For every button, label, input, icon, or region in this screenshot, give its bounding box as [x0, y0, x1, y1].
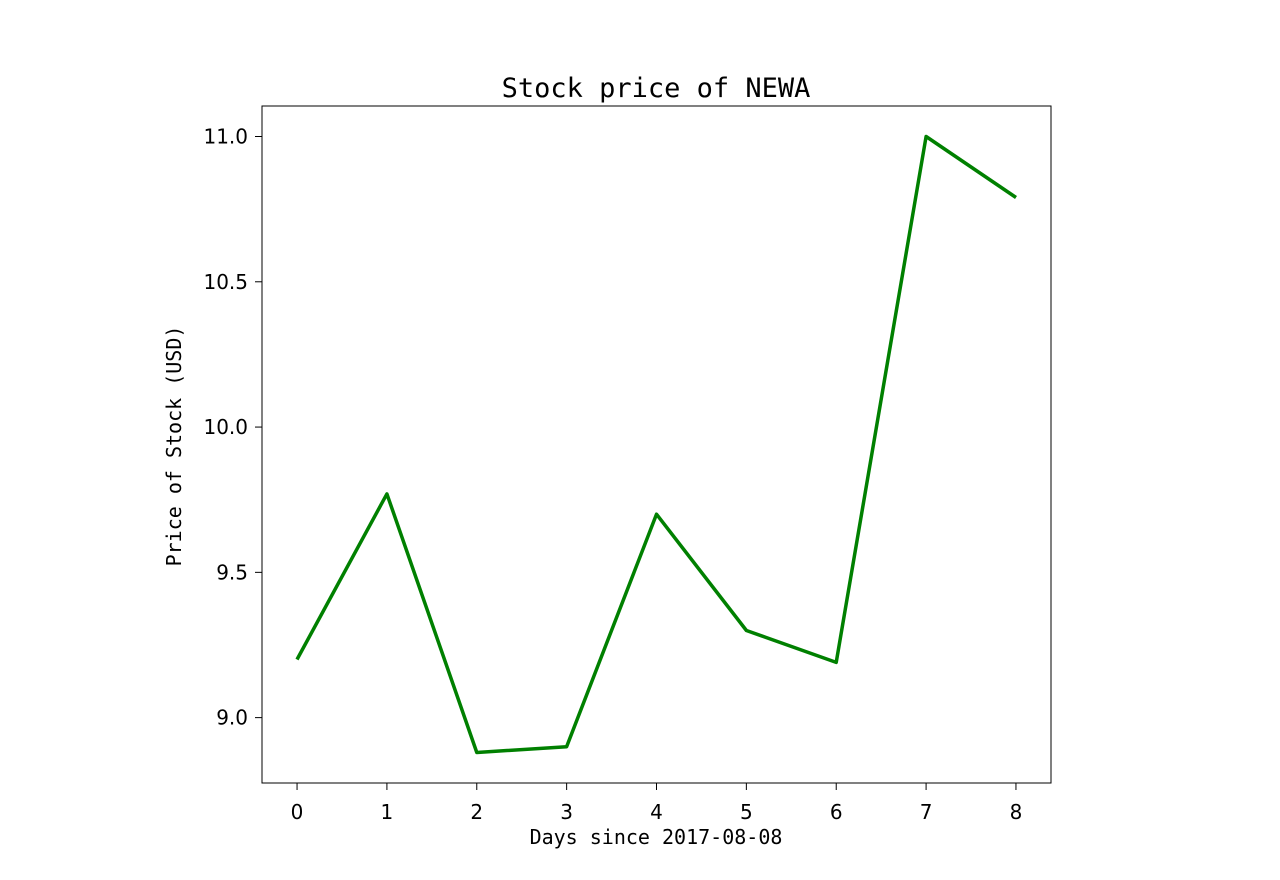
x-tick-label: 0 — [291, 800, 304, 824]
series-layer — [295, 134, 1017, 755]
chart-title: Stock price of NEWA — [502, 73, 811, 104]
y-tick-label: 9.0 — [216, 706, 248, 730]
y-axis: 9.0 9.5 10.0 10.5 11.0 — [203, 125, 262, 730]
y-tick-label: 10.5 — [203, 270, 248, 294]
x-tick-label: 8 — [1010, 800, 1023, 824]
y-tick-label: 10.0 — [203, 415, 248, 439]
price-line — [295, 134, 1017, 755]
x-axis-label: Days since 2017-08-08 — [530, 825, 783, 849]
y-tick-label: 11.0 — [203, 125, 248, 149]
x-tick-label: 6 — [830, 800, 843, 824]
x-tick-label: 5 — [740, 800, 753, 824]
plot-area-frame — [261, 105, 1052, 784]
x-tick-label: 2 — [470, 800, 483, 824]
x-tick-label: 1 — [381, 800, 394, 824]
x-axis: 0 1 2 3 4 5 6 7 8 — [291, 783, 1023, 824]
x-tick-label: 3 — [560, 800, 573, 824]
y-tick-label: 9.5 — [216, 560, 248, 584]
y-axis-label: Price of Stock (USD) — [162, 326, 186, 567]
x-tick-label: 7 — [920, 800, 933, 824]
x-tick-label: 4 — [650, 800, 663, 824]
